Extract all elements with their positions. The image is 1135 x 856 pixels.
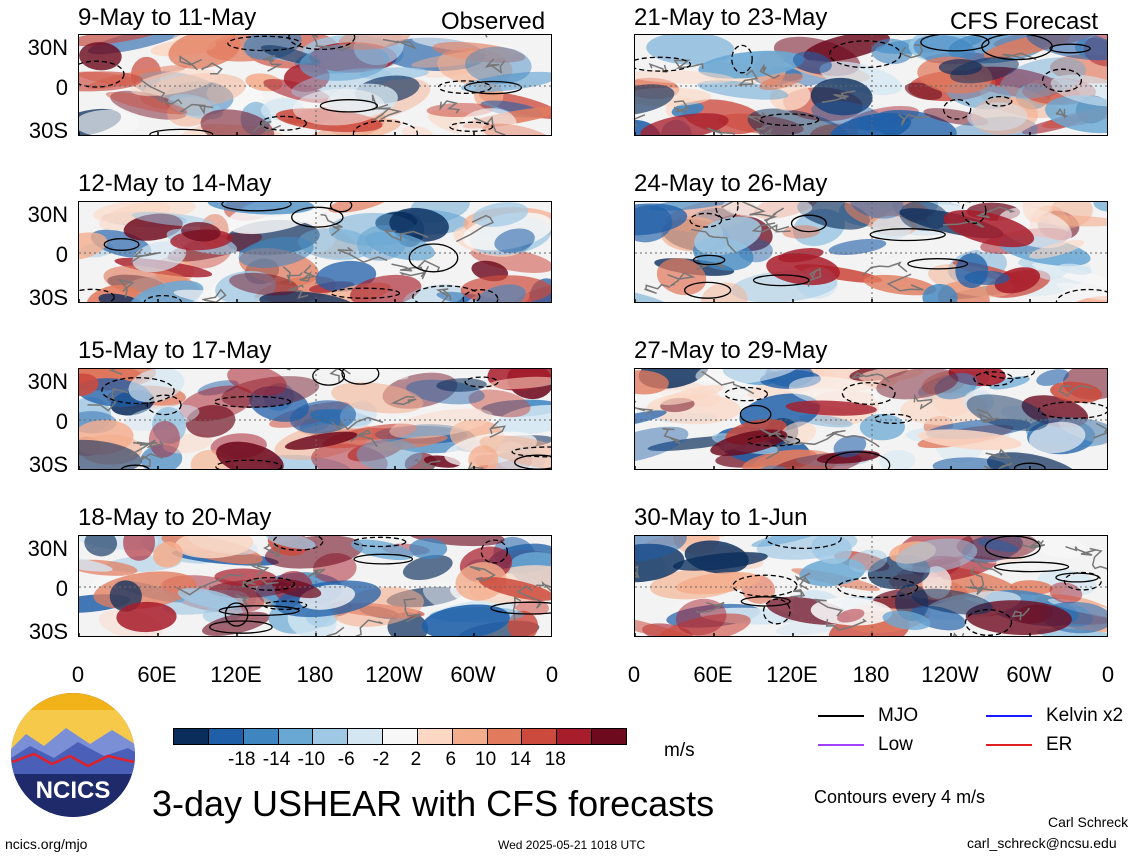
- panel-title: 30-May to 1-Jun: [634, 504, 808, 531]
- panel-tag: Observed: [441, 8, 546, 35]
- colorbar-cell: [556, 728, 593, 745]
- shear-field: [79, 35, 551, 135]
- y-tick-label: 30N: [27, 35, 68, 60]
- shear-map-panel[interactable]: [634, 201, 1108, 303]
- panel-title: 27-May to 29-May: [634, 337, 828, 364]
- x-tick-label: 180: [296, 662, 334, 687]
- colorbar-label: -10: [297, 749, 326, 770]
- colorbar-label: 18: [544, 749, 566, 770]
- x-tick-label: 60E: [137, 662, 177, 687]
- legend-label-kelvin: Kelvin x2: [1046, 705, 1124, 726]
- y-tick-label: 30S: [28, 452, 68, 477]
- y-tick-label: 30N: [27, 369, 68, 394]
- colorbar-cell: [382, 728, 418, 745]
- shear-map-panel[interactable]: [78, 368, 552, 470]
- colorbar-cell: [207, 728, 244, 745]
- colorbar-label: -14: [262, 749, 291, 770]
- x-tick-label: 120W: [921, 662, 979, 687]
- x-tick-label: 0: [545, 662, 559, 687]
- colorbar-cell: [312, 728, 349, 745]
- main-title: 3-day USHEAR with CFS forecasts: [152, 783, 715, 824]
- colorbar-cell: [486, 728, 523, 745]
- colorbar-label: 2: [410, 749, 422, 770]
- ncics-logo: NCICS: [8, 690, 138, 820]
- x-tick-label: 60E: [693, 662, 733, 687]
- y-tick-label: 0: [55, 242, 68, 267]
- colorbar-cell: [242, 728, 279, 745]
- y-tick-label: 0: [55, 409, 68, 434]
- colorbar-cell: [416, 728, 453, 745]
- shear-field: [635, 536, 1107, 636]
- shear-field: [79, 536, 551, 636]
- panel-title: 15-May to 17-May: [78, 337, 272, 364]
- colorbar-cell: [173, 728, 209, 745]
- y-tick-label: 30N: [27, 536, 68, 561]
- panel-tag: CFS Forecast: [950, 8, 1099, 35]
- x-tick-label: 0: [627, 662, 641, 687]
- colorbar-cell: [347, 728, 384, 745]
- y-tick-label: 0: [55, 576, 68, 601]
- colorbar-label: -18: [227, 749, 256, 770]
- legend-label-er: ER: [1046, 734, 1073, 755]
- footer-url[interactable]: ncics.org/mjo: [5, 836, 88, 852]
- x-tick-label: 180: [852, 662, 890, 687]
- legend-label-mjo: MJO: [878, 705, 919, 726]
- y-tick-label: 30S: [28, 118, 68, 143]
- shear-map-panel[interactable]: [78, 34, 552, 136]
- shear-field: [635, 369, 1107, 469]
- y-tick-label: 30S: [28, 285, 68, 310]
- colorbar-label: -6: [337, 749, 355, 770]
- legend-swatch-kelvin: [986, 715, 1032, 717]
- x-tick-label: 60W: [450, 662, 496, 687]
- colorbar-cell: [277, 728, 314, 745]
- panel-title: 21-May to 23-May: [634, 4, 828, 31]
- footer-timestamp: Wed 2025-05-21 1018 UTC: [498, 838, 646, 852]
- x-tick-label: 120E: [210, 662, 262, 687]
- shear-map-panel[interactable]: [634, 368, 1108, 470]
- y-tick-label: 30N: [27, 202, 68, 227]
- legend-swatch-low: [818, 744, 864, 746]
- x-tick-label: 120E: [766, 662, 818, 687]
- shear-field: [635, 202, 1107, 302]
- shear-map-panel[interactable]: [78, 535, 552, 637]
- colorbar-cell: [591, 728, 627, 745]
- shear-map-panel[interactable]: [78, 201, 552, 303]
- shear-field: [635, 35, 1107, 135]
- y-tick-label: 0: [55, 75, 68, 100]
- footer-author: Carl Schreck: [1048, 814, 1129, 830]
- contour-note: Contours every 4 m/s: [814, 787, 986, 807]
- x-tick-label: 0: [1101, 662, 1115, 687]
- legend-swatch-mjo: [818, 715, 864, 717]
- colorbar-cell: [451, 728, 488, 745]
- shear-field: [79, 202, 551, 302]
- logo-text: NCICS: [36, 777, 111, 804]
- panel-title: 9-May to 11-May: [78, 4, 257, 31]
- x-tick-label: 60W: [1006, 662, 1052, 687]
- legend-swatch-er: [986, 744, 1032, 746]
- colorbar-label: 10: [475, 749, 497, 770]
- panel-title: 18-May to 20-May: [78, 504, 272, 531]
- shear-map-panel[interactable]: [634, 535, 1108, 637]
- footer-email[interactable]: carl_schreck@ncsu.edu: [967, 835, 1117, 851]
- y-tick-label: 30S: [28, 619, 68, 644]
- colorbar-label: 14: [509, 749, 532, 770]
- shear-map-panel[interactable]: [634, 34, 1108, 136]
- x-tick-label: 0: [71, 662, 85, 687]
- colorbar-unit: m/s: [664, 740, 695, 761]
- panel-title: 12-May to 14-May: [78, 170, 272, 197]
- colorbar-cell: [521, 728, 558, 745]
- ncics-logo-graphic: NCICS: [11, 693, 135, 817]
- x-tick-label: 120W: [365, 662, 423, 687]
- legend-label-low: Low: [878, 734, 913, 755]
- shear-field: [79, 369, 551, 469]
- colorbar-label: -2: [372, 749, 390, 770]
- panel-title: 24-May to 26-May: [634, 170, 828, 197]
- colorbar-label: 6: [445, 749, 457, 770]
